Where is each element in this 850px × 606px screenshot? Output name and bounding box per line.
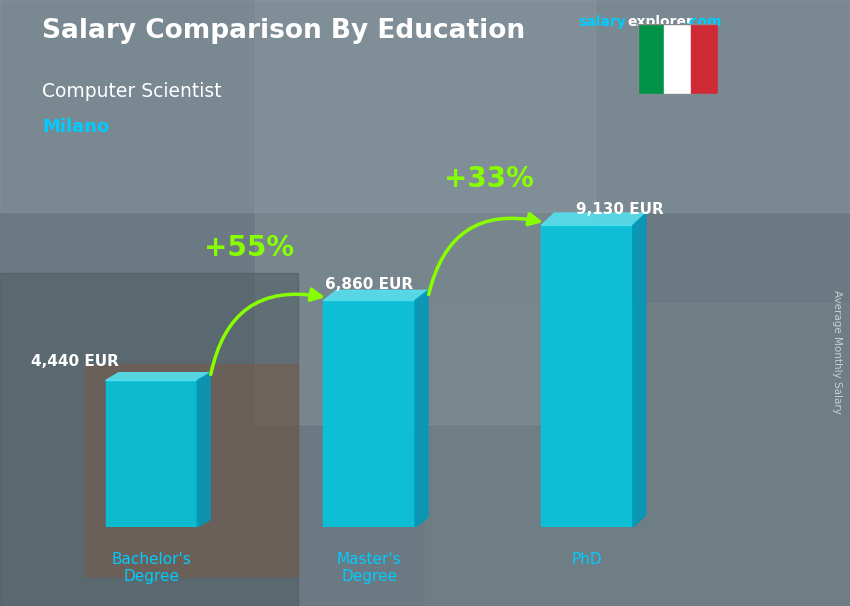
Bar	[324, 301, 415, 527]
Text: 6,860 EUR: 6,860 EUR	[326, 277, 413, 292]
Polygon shape	[197, 373, 210, 527]
Bar	[0, 273, 298, 606]
Polygon shape	[105, 373, 210, 381]
Text: 9,130 EUR: 9,130 EUR	[575, 202, 664, 217]
Text: Master's
Degree: Master's Degree	[337, 552, 401, 584]
Bar	[638, 24, 665, 94]
Bar	[691, 24, 718, 94]
Bar	[105, 381, 197, 527]
Bar	[255, 0, 595, 424]
Bar	[85, 364, 298, 576]
Bar	[541, 225, 632, 527]
Polygon shape	[541, 213, 646, 225]
Text: explorer: explorer	[627, 15, 694, 29]
Bar	[425, 303, 850, 606]
Text: +55%: +55%	[204, 233, 294, 262]
Bar	[665, 24, 691, 94]
Text: Bachelor's
Degree: Bachelor's Degree	[111, 552, 191, 584]
Bar	[0, 0, 850, 212]
Text: 4,440 EUR: 4,440 EUR	[31, 354, 119, 369]
Text: .com: .com	[685, 15, 722, 29]
Text: Computer Scientist: Computer Scientist	[42, 82, 222, 101]
Text: salary: salary	[578, 15, 626, 29]
Polygon shape	[632, 213, 646, 527]
Text: Milano: Milano	[42, 118, 110, 136]
Text: PhD: PhD	[572, 552, 603, 567]
Polygon shape	[415, 290, 428, 527]
Text: Average Monthly Salary: Average Monthly Salary	[832, 290, 842, 413]
Text: +33%: +33%	[444, 165, 534, 193]
Polygon shape	[324, 290, 428, 301]
Text: Salary Comparison By Education: Salary Comparison By Education	[42, 18, 525, 44]
